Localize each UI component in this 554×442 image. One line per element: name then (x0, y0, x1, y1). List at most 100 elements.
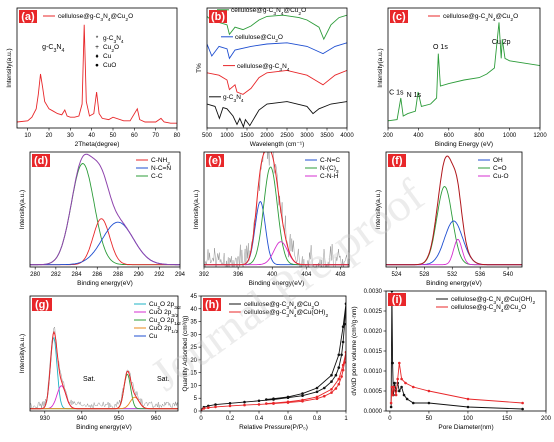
panel-letter-badge (19, 10, 37, 23)
y-tick-label: 0.0015 (364, 349, 383, 355)
y-tick-label: 40 (190, 307, 197, 313)
panel-a: 10 20 30 40 50 60 70 80 2Theta(degree) Intensity(… (6, 7, 181, 148)
data-point (393, 381, 396, 385)
data-point (398, 389, 401, 393)
peak-annotation: N 1s (407, 92, 422, 99)
data-point (315, 390, 319, 394)
x-tick-label: 2500 (280, 133, 294, 139)
panel-letter-badge (209, 10, 227, 23)
data-point (323, 394, 326, 398)
data-point (390, 385, 394, 389)
legend-entry: cellulose@g-C3N4@Cu2O (244, 301, 319, 311)
x-axis-label: Binding energy(eV) (249, 280, 305, 287)
series-label: cellulose@g-C3N4 (237, 63, 290, 73)
data-point (391, 361, 394, 365)
panel-letter-badge (390, 10, 408, 23)
data-point (341, 325, 345, 329)
data-point (315, 386, 319, 390)
y-tick-label: 0.0030 (364, 289, 383, 295)
plot-area (30, 326, 178, 410)
x-axis-label: Wavelength (cm⁻¹) (250, 141, 304, 148)
x-axis-label: Binding Energy (eV) (435, 141, 493, 148)
panel-letter: (i) (392, 294, 403, 306)
plot-area (204, 152, 349, 267)
y-axis-label: Intensity(a.u.) (6, 48, 13, 87)
plot-area (389, 291, 524, 411)
data-point (334, 373, 338, 377)
x-tick-label: 1500 (240, 133, 254, 139)
x-tick-label: 1200 (533, 133, 547, 139)
panel-letter-badge (388, 154, 406, 167)
symbol-legend-label: Cu (103, 53, 112, 60)
x-tick-label: 286 (92, 272, 103, 278)
data-point (396, 377, 400, 381)
symbol-marker: ♦ (95, 53, 99, 60)
plot-area (201, 302, 346, 411)
panel-e: 392 396 400 404 408 Binding energy(eV) Intensi… (193, 151, 350, 287)
data-point (257, 403, 261, 406)
x-tick-label: 950 (114, 416, 125, 422)
symbol-legend-label: Cu2O (103, 44, 119, 54)
x-tick-label: 524 (391, 272, 402, 278)
x-tick-label: 1 (344, 416, 348, 422)
legend-entry: C-NH2 (151, 157, 170, 167)
panel-d: 280 282 284 286 288 290 292 294 Binding energy(e… (19, 151, 186, 287)
series-label: g-C3N4 (223, 94, 244, 104)
data-point (391, 393, 394, 397)
x-tick-label: 540 (503, 272, 514, 278)
peak-annotation: O 1s (433, 44, 448, 51)
data-point (402, 393, 406, 397)
x-tick-label: 0 (199, 416, 203, 422)
data-point (330, 373, 333, 377)
x-axis-label: Binding energy(eV) (426, 280, 482, 287)
data-point (412, 385, 415, 389)
x-tick-label: 282 (51, 272, 62, 278)
x-tick-label: 3500 (320, 133, 334, 139)
legend-entry: N-(C)3 (320, 165, 339, 175)
data-point (286, 395, 290, 399)
x-tick-label: 80 (174, 133, 181, 139)
plot-area (207, 14, 347, 128)
peak-annotation: C 1s (389, 89, 404, 96)
legend-entry: N-C=N (151, 165, 171, 172)
raw-data-line (30, 326, 178, 410)
data-point (343, 361, 346, 364)
legend-entry: cellulose@g-C3N4@Cu2O (451, 304, 526, 314)
fit-envelope (30, 153, 180, 266)
plot-frame (387, 7, 541, 129)
x-tick-label: 396 (233, 272, 244, 278)
panel-letter: (c) (392, 11, 406, 23)
x-tick-label: 100 (463, 416, 474, 422)
y-tick-label: 20 (190, 358, 197, 364)
symbol-marker: * (96, 35, 99, 42)
x-tick-label: 960 (151, 416, 162, 422)
x-tick-label: 3000 (300, 133, 314, 139)
x-tick-label: 1000 (503, 133, 517, 139)
data-point (341, 340, 345, 344)
series-label: cellulose@Cu2O (235, 34, 283, 44)
data-point (228, 402, 232, 405)
y-tick-label: 15 (190, 371, 197, 377)
x-tick-label: 20 (46, 133, 53, 139)
data-point (214, 403, 217, 406)
x-tick-label: 0.4 (255, 416, 264, 422)
panel-c: 200 400 600 800 1000 1200 Binding Energy (eV) I… (377, 7, 547, 148)
x-tick-label: 290 (134, 272, 145, 278)
data-point (315, 397, 319, 401)
fit-peak-2 (30, 218, 180, 266)
series-line-1 (17, 24, 177, 124)
y-tick-label: 0.0020 (364, 329, 383, 335)
panel-letter-badge (388, 293, 406, 306)
x-tick-label: 200 (383, 133, 394, 139)
y-tick-label: 0.0005 (364, 389, 383, 395)
x-tick-label: 1000 (220, 133, 234, 139)
x-tick-label: 294 (175, 272, 186, 278)
data-point (404, 381, 407, 385)
legend-entry: C=O (493, 165, 507, 172)
x-axis-label: Pore Diameter(nm) (438, 424, 493, 431)
series-line-1 (388, 22, 540, 122)
panel-letter-badge (203, 298, 221, 311)
symbol-marker: + (95, 44, 99, 51)
